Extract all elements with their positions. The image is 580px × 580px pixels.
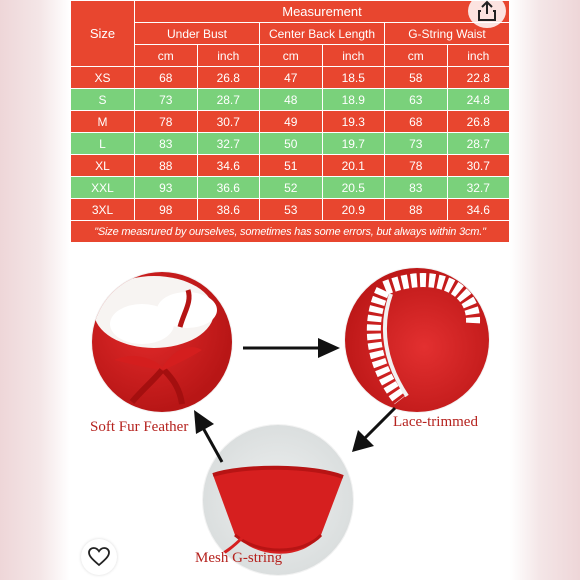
value-cell: 32.7 [446,176,510,199]
caption-lace: Lace-trimmed [393,414,478,430]
value-cell: 20.9 [321,198,385,221]
lace-trim-photo [345,268,489,412]
size-chart-table: Size Measurement Under Bust Center Back … [70,0,510,243]
size-cell: XXL [70,176,135,199]
value-cell: 48 [259,88,323,111]
fur-feather-photo [92,272,232,412]
mesh-gstring-photo [203,425,353,575]
value-cell: 32.7 [196,132,260,155]
value-cell: 22.8 [446,66,510,89]
value-cell: 19.7 [321,132,385,155]
share-button[interactable] [468,0,506,28]
caption-mesh: Mesh G-string [195,550,283,566]
table-row: L 83 32.7 50 19.7 73 28.7 [70,132,510,155]
table-row: XS 68 26.8 47 18.5 58 22.8 [70,66,510,89]
value-cell: 18.9 [321,88,385,111]
heart-icon [88,547,110,567]
unit-header: inch [446,44,510,67]
value-cell: 38.6 [196,198,260,221]
table-row: XXL 93 36.6 52 20.5 83 32.7 [70,176,510,199]
value-cell: 51 [259,154,323,177]
value-cell: 68 [134,66,198,89]
value-cell: 24.8 [446,88,510,111]
share-icon [478,0,496,21]
table-row: M 78 30.7 49 19.3 68 26.8 [70,110,510,133]
size-cell: L [70,132,135,155]
value-cell: 28.7 [196,88,260,111]
caption-fur: Soft Fur Feather [90,419,189,435]
table-row: 3XL 98 38.6 53 20.9 88 34.6 [70,198,510,221]
size-note: "Size measrured by ourselves, sometimes … [70,220,510,243]
like-button[interactable] [81,539,117,575]
value-cell: 20.5 [321,176,385,199]
value-cell: 88 [134,154,198,177]
group-header-g-string-waist: G-String Waist [384,22,510,45]
size-cell: XL [70,154,135,177]
value-cell: 26.8 [446,110,510,133]
group-header-center-back-length: Center Back Length [259,22,385,45]
